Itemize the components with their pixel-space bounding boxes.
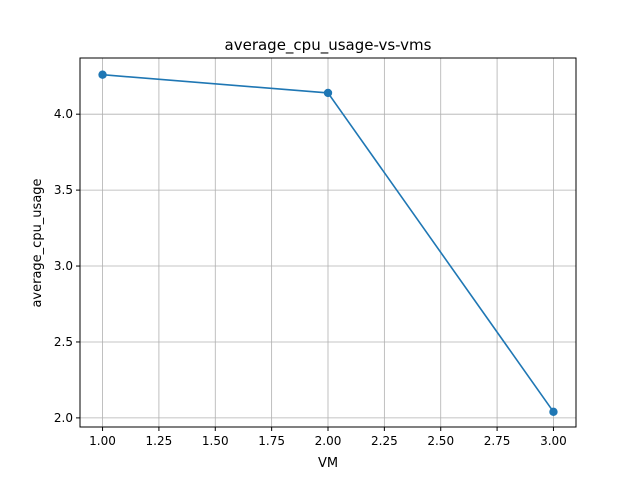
data-point [98, 70, 107, 79]
y-tick-label: 4.0 [54, 107, 73, 121]
y-tick-label: 2.0 [54, 411, 73, 425]
x-tick-label: 2.75 [484, 434, 511, 448]
data-point [323, 88, 333, 98]
grid-layer [80, 58, 576, 427]
y-tick-label: 2.5 [54, 335, 73, 349]
x-tick-label: 2.00 [315, 434, 342, 448]
x-tick-label: 2.50 [427, 434, 454, 448]
x-tick-label: 1.25 [146, 434, 173, 448]
x-tick-label: 3.00 [540, 434, 567, 448]
data-point [549, 407, 558, 417]
y-axis-label: average_cpu_usage [30, 178, 45, 307]
x-tick-label: 2.25 [371, 434, 398, 448]
y-tick-label: 3.0 [54, 259, 73, 273]
y-tick-label: 3.5 [54, 183, 73, 197]
x-tick-label: 1.00 [89, 434, 116, 448]
chart-title: average_cpu_usage-vs-vms [225, 36, 432, 55]
x-tick-label: 1.50 [202, 434, 229, 448]
x-axis-label: VM [318, 456, 338, 471]
x-tick-label: 1.75 [258, 434, 285, 448]
tick-layer: 1.00 1.25 1.50 1.75 2.00 2.25 2.50 2.75 3.00 2.0 2… [54, 107, 567, 448]
series-layer [98, 70, 558, 417]
